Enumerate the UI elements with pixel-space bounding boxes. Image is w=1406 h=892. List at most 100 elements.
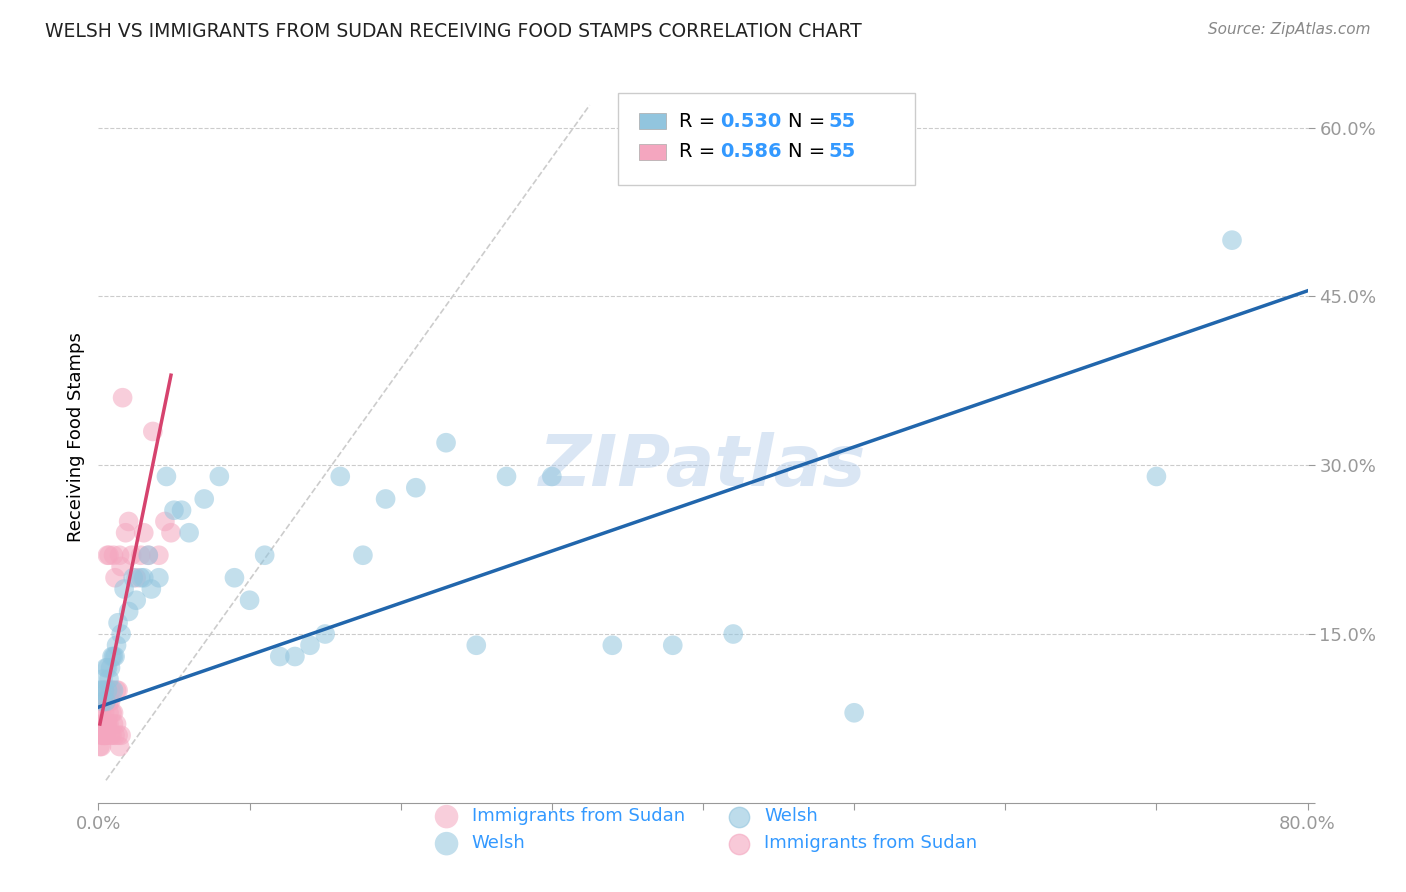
Immigrants from Sudan	[100, 694, 122, 708]
Welsh	[783, 166, 806, 180]
Immigrants from Sudan	[89, 739, 111, 754]
Welsh	[299, 638, 322, 652]
Immigrants from Sudan	[94, 717, 117, 731]
Welsh	[405, 481, 427, 495]
Immigrants from Sudan	[111, 391, 134, 405]
Immigrants from Sudan	[114, 525, 136, 540]
Welsh	[103, 683, 125, 698]
Welsh	[170, 503, 193, 517]
Welsh	[90, 683, 112, 698]
Immigrants from Sudan	[101, 706, 124, 720]
Immigrants from Sudan	[89, 717, 111, 731]
Bar	[638, 113, 665, 129]
Immigrants from Sudan	[93, 706, 115, 720]
Welsh	[352, 548, 374, 562]
Welsh	[100, 661, 122, 675]
Welsh	[465, 638, 488, 652]
Immigrants from Sudan	[132, 525, 155, 540]
Immigrants from Sudan	[94, 728, 117, 742]
Immigrants from Sudan	[160, 525, 183, 540]
Immigrants from Sudan	[105, 683, 128, 698]
Welsh	[163, 503, 186, 517]
Immigrants from Sudan	[101, 728, 124, 742]
Immigrants from Sudan	[104, 728, 127, 742]
Welsh	[91, 694, 114, 708]
Welsh	[110, 627, 132, 641]
Immigrants from Sudan	[98, 717, 121, 731]
Immigrants from Sudan	[93, 728, 115, 742]
Welsh	[101, 649, 124, 664]
Immigrants from Sudan	[101, 683, 124, 698]
Welsh	[269, 649, 291, 664]
Text: 55: 55	[828, 143, 856, 161]
Text: N =: N =	[787, 112, 831, 130]
Welsh	[107, 615, 129, 630]
Welsh	[1220, 233, 1243, 247]
Immigrants from Sudan	[136, 548, 159, 562]
Immigrants from Sudan	[110, 728, 132, 742]
Welsh	[125, 593, 148, 607]
Welsh	[104, 649, 127, 664]
Immigrants from Sudan	[91, 717, 114, 731]
Welsh	[723, 627, 745, 641]
Welsh	[329, 469, 352, 483]
FancyBboxPatch shape	[619, 94, 915, 185]
Welsh	[179, 525, 201, 540]
Welsh	[141, 582, 163, 596]
Text: R =: R =	[679, 112, 721, 130]
Immigrants from Sudan	[121, 548, 143, 562]
Welsh	[1144, 469, 1167, 483]
Welsh	[93, 683, 115, 698]
Welsh	[103, 649, 125, 664]
Immigrants from Sudan	[98, 548, 121, 562]
Welsh	[105, 638, 128, 652]
Welsh	[122, 571, 145, 585]
Immigrants from Sudan	[98, 706, 121, 720]
Welsh	[374, 491, 396, 506]
Welsh	[540, 469, 562, 483]
Immigrants from Sudan	[118, 515, 141, 529]
Immigrants from Sudan	[93, 683, 115, 698]
Welsh	[253, 548, 276, 562]
Welsh	[118, 605, 141, 619]
Welsh	[193, 491, 215, 506]
Welsh	[155, 469, 177, 483]
Immigrants from Sudan	[125, 571, 148, 585]
Immigrants from Sudan	[96, 717, 118, 731]
Welsh	[132, 571, 155, 585]
Immigrants from Sudan	[91, 717, 114, 731]
Welsh	[91, 672, 114, 686]
Immigrants from Sudan	[105, 717, 128, 731]
Text: 0.530: 0.530	[720, 112, 782, 130]
Welsh	[129, 571, 152, 585]
Immigrants from Sudan	[96, 548, 118, 562]
Immigrants from Sudan	[98, 694, 121, 708]
Welsh	[98, 672, 121, 686]
Text: 0.586: 0.586	[720, 143, 782, 161]
Text: 55: 55	[828, 112, 856, 130]
Text: Source: ZipAtlas.com: Source: ZipAtlas.com	[1208, 22, 1371, 37]
Immigrants from Sudan	[107, 683, 129, 698]
Bar	[638, 144, 665, 160]
Immigrants from Sudan	[110, 559, 132, 574]
Immigrants from Sudan	[104, 571, 127, 585]
Welsh	[208, 469, 231, 483]
Immigrants from Sudan	[100, 728, 122, 742]
Text: R =: R =	[679, 143, 721, 161]
Welsh	[239, 593, 262, 607]
Immigrants from Sudan	[103, 548, 125, 562]
Immigrants from Sudan	[91, 694, 114, 708]
Immigrants from Sudan	[91, 728, 114, 742]
Immigrants from Sudan	[90, 739, 112, 754]
Immigrants from Sudan	[153, 515, 176, 529]
Immigrants from Sudan	[103, 706, 125, 720]
Immigrants from Sudan	[94, 728, 117, 742]
Welsh	[94, 661, 117, 675]
Text: N =: N =	[787, 143, 831, 161]
Welsh	[89, 683, 111, 698]
Immigrants from Sudan	[100, 683, 122, 698]
Immigrants from Sudan	[108, 548, 131, 562]
Welsh	[96, 661, 118, 675]
Welsh	[148, 571, 170, 585]
Welsh	[284, 649, 307, 664]
